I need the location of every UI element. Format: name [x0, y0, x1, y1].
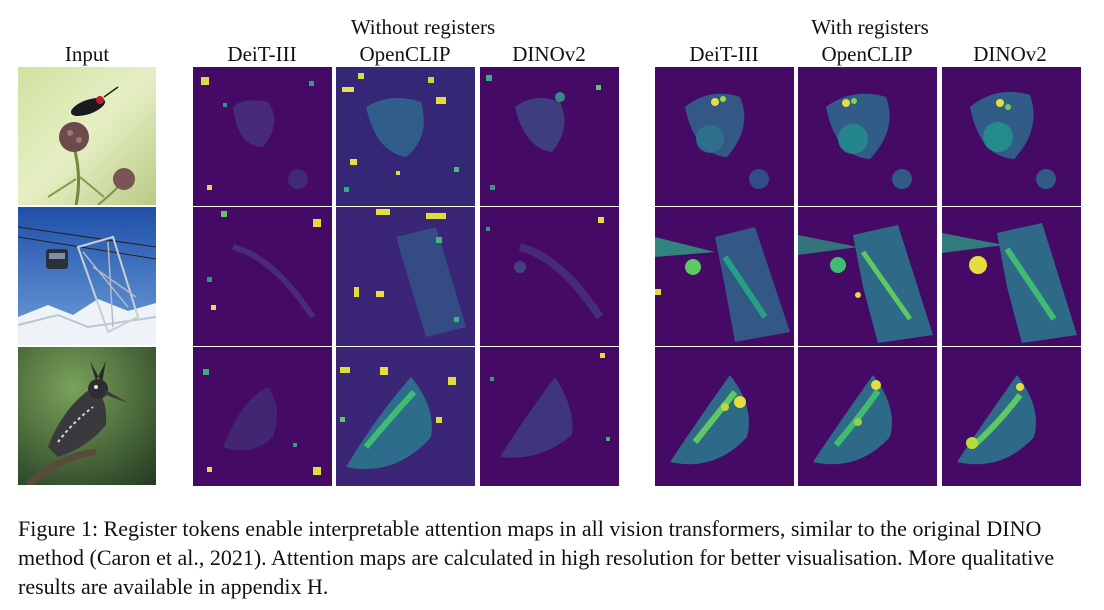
attention-map-kingfisher-without-dinov2 — [480, 347, 619, 486]
attention-map-kingfisher-with-dinov2 — [942, 347, 1081, 486]
attention-map-cable-car-with-openclip — [798, 207, 937, 346]
column-label-without-deit: DeiT-III — [227, 42, 297, 66]
attention-map-kingfisher-with-deit — [655, 347, 794, 486]
attention-map-kingfisher-without-openclip — [336, 347, 475, 486]
column-label-input: Input — [64, 42, 110, 66]
attention-map-kingfisher-without-deit — [193, 347, 332, 486]
attention-map-insect-without-dinov2 — [480, 67, 619, 206]
attention-map-cable-car-with-dinov2 — [942, 207, 1081, 346]
column-label-without-openclip: OpenCLIP — [359, 42, 451, 66]
column-label-with-dinov2: DINOv2 — [973, 42, 1047, 66]
input-image-kingfisher — [18, 347, 156, 485]
attention-map-cable-car-without-openclip — [336, 207, 475, 346]
attention-map-cable-car-without-deit — [193, 207, 332, 346]
input-image-cable-car — [18, 207, 156, 345]
with-registers-title: With registers — [811, 15, 929, 39]
attention-map-kingfisher-with-openclip — [798, 347, 937, 486]
input-image-insect — [18, 67, 156, 205]
attention-map-insect-without-openclip — [336, 67, 475, 206]
attention-map-insect-without-deit — [193, 67, 332, 206]
without-registers-title: Without registers — [350, 15, 496, 39]
column-label-with-deit: DeiT-III — [689, 42, 759, 66]
attention-map-insect-with-openclip — [798, 67, 937, 206]
figure-caption: Figure 1: Register tokens enable interpr… — [18, 516, 1055, 599]
column-label-without-dinov2: DINOv2 — [512, 42, 586, 66]
attention-map-insect-with-dinov2 — [942, 67, 1081, 206]
attention-map-cable-car-with-deit — [655, 207, 794, 346]
attention-map-insect-with-deit — [655, 67, 794, 206]
column-label-with-openclip: OpenCLIP — [821, 42, 913, 66]
attention-map-cable-car-without-dinov2 — [480, 207, 619, 346]
